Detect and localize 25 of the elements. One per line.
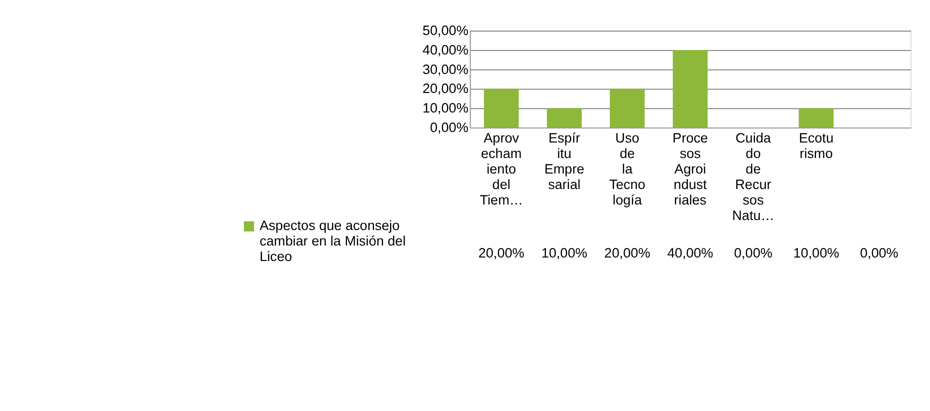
- data-label: 0,00%: [860, 245, 898, 260]
- bar: [484, 88, 519, 128]
- data-label: 40,00%: [667, 245, 714, 260]
- y-tick-label: 20,00%: [422, 81, 468, 96]
- x-tick-label: Espíritu Empresarial: [544, 130, 584, 192]
- data-label: 20,00%: [478, 245, 524, 260]
- data-label: 0,00%: [734, 245, 772, 260]
- data-label: 10,00%: [541, 245, 588, 260]
- x-tick-label: Ecoturismo: [798, 130, 834, 162]
- data-label: 10,00%: [793, 245, 840, 260]
- bar: [672, 50, 708, 128]
- bar: [546, 108, 582, 128]
- y-tick-label: 30,00%: [422, 62, 468, 77]
- bar: [610, 88, 645, 128]
- y-tick-label: 40,00%: [422, 42, 468, 58]
- y-tick-label: 10,00%: [422, 100, 468, 116]
- x-tick-label: Cuidado de Recursos Natu…: [732, 130, 774, 224]
- bar: [798, 108, 834, 128]
- x-tick-label: Procesos Agroindustriales: [672, 130, 708, 208]
- legend-label: Aspectos que aconsejo cambiar en la Misión del Liceo: [260, 218, 406, 264]
- x-tick-label: Aprovechamiento del Tiem…: [480, 130, 523, 208]
- data-label: 20,00%: [604, 245, 650, 260]
- x-tick-label: Uso de la Tecnología: [609, 130, 646, 208]
- y-tick-label: 50,00%: [422, 23, 468, 38]
- y-tick-label: 0,00%: [430, 120, 468, 135]
